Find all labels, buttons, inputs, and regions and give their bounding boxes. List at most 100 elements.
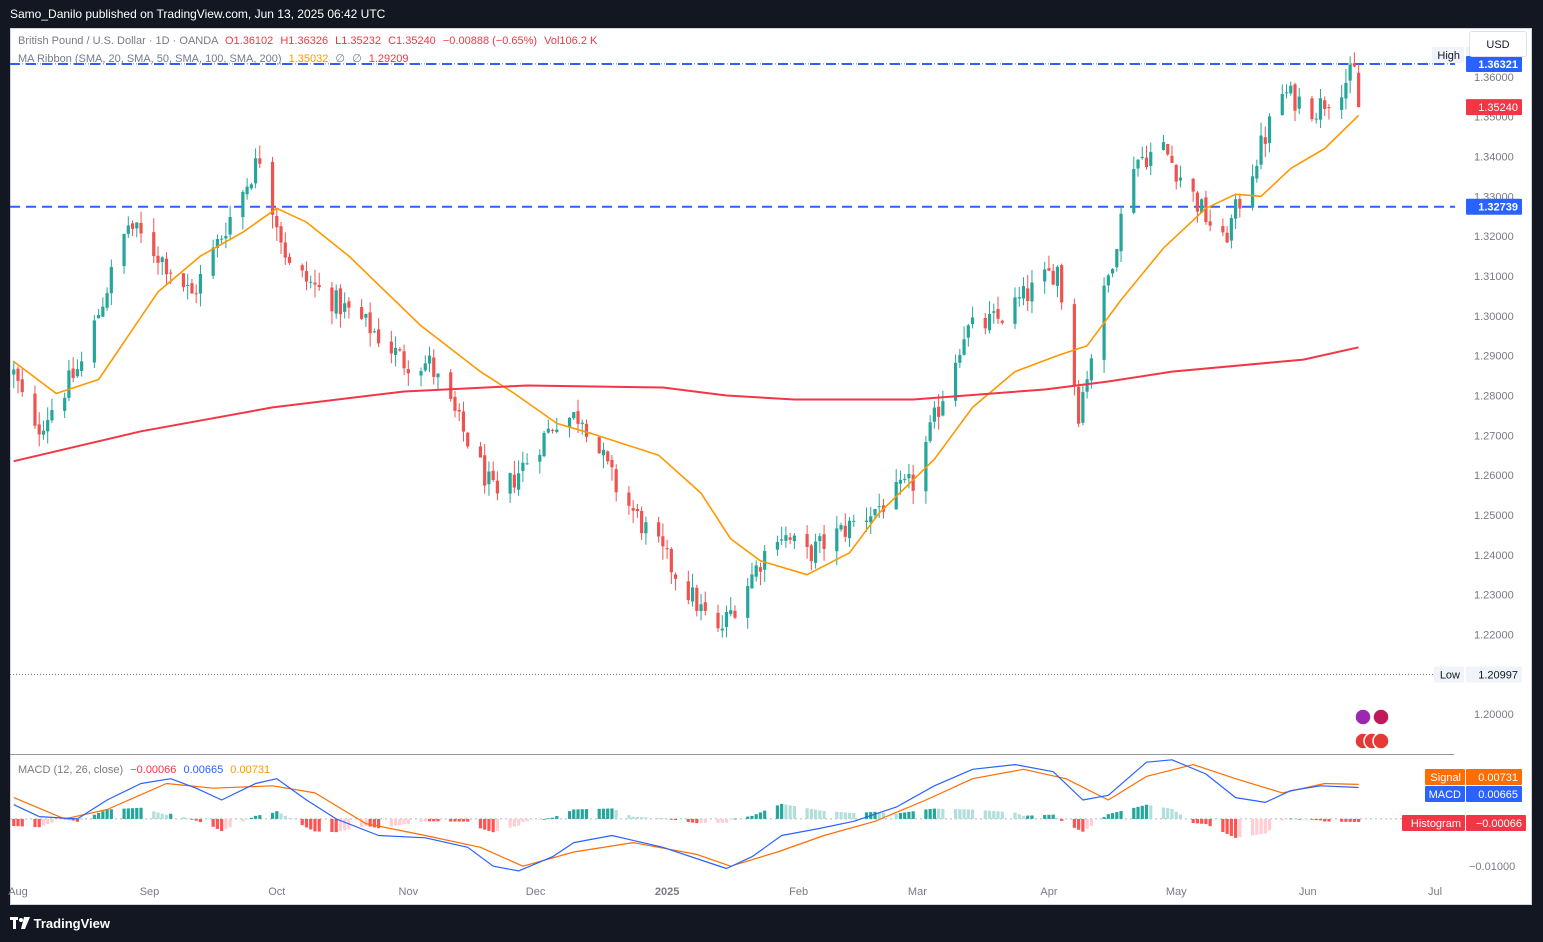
candle-body [1352,63,1356,67]
candle [733,605,737,620]
candle-body [71,368,75,378]
macd-tag-text: MACD [1429,789,1461,801]
macd-histogram-bar [466,818,470,822]
macd-histogram-bar [1140,805,1144,819]
macd-histogram-bar [12,818,16,827]
macd-value-tag: 0.00665 [1466,786,1522,802]
macd-histogram-bar [1234,818,1238,838]
candle [287,252,292,265]
candle-body [1221,226,1225,233]
candle [669,547,673,585]
candle-body [517,473,521,490]
candle [822,524,826,561]
macd-histogram-bar [198,818,203,823]
candle-body [427,355,432,364]
macd-histogram-bar [194,818,198,821]
candle-body [525,463,529,465]
candle-body [1259,135,1263,165]
macd-histogram-bar [432,818,436,822]
candle-body [377,329,381,344]
candle-body [1225,232,1229,243]
legend-macd: MACD (12, 26, close) −0.00066 0.00665 0.… [18,764,270,776]
sma20-line [13,114,1360,576]
candle-body [780,539,784,541]
candle-body [1021,286,1026,299]
candle-body [758,567,763,572]
chart-frame[interactable] [10,28,1532,905]
candle [690,573,695,607]
legend-ma20: 1.35032 [288,53,329,65]
candle [245,178,249,200]
candle [521,451,525,482]
candle [423,355,427,373]
candle [508,472,512,503]
macd-histogram-bar [309,818,313,830]
candle [343,292,347,319]
macd-histogram-bar [1030,815,1034,819]
candle-body [41,430,46,435]
candle [97,309,101,319]
candle [1255,159,1259,183]
macd-histogram-bar [610,808,614,819]
candle-body [453,396,457,411]
macd-histogram-bar [1089,818,1093,826]
candle-body [1047,268,1051,271]
candle [1191,177,1195,202]
signal-tag-text: Signal [1430,772,1461,784]
candle-body [406,369,410,374]
candle-body [105,293,109,308]
candle-body [733,610,737,618]
candle-body [928,422,932,441]
lightning-event-icon [1354,708,1372,726]
last-price-label-bg [1466,99,1522,116]
candle-body [211,247,215,276]
candle-body [1174,164,1178,182]
macd-histogram-bar [224,818,228,830]
candle [224,222,228,249]
candle [614,464,618,502]
candle [478,441,483,458]
macd-histogram-bar [372,818,376,828]
price-tick-label: 1.20000 [1474,709,1514,721]
candle-body [911,474,915,491]
candle-body [1314,118,1318,120]
macd-histogram-bar [1348,818,1352,822]
currency-button[interactable]: USD [1469,31,1527,57]
legend-close: C1.35240 [388,35,436,47]
macd-histogram-bar [966,809,970,819]
candle [864,507,869,533]
macd-histogram-bar [152,811,156,819]
macd-line [13,759,1359,872]
macd-histogram-bar [873,811,877,819]
macd-histogram-bar [746,816,750,819]
candle [1081,384,1085,426]
candle [1352,52,1356,68]
time-tick-label: Mar [908,886,927,898]
macd-histogram-bar [275,811,279,819]
candle-body [673,574,678,579]
candle [1234,195,1238,230]
candle [928,415,932,444]
candle [1310,95,1314,122]
candle-body [538,454,542,462]
candle [258,145,262,169]
macd-histogram-bar [635,816,640,819]
high-tag-label-bg [1432,46,1464,63]
macd-histogram-bar [818,810,822,819]
candle [813,533,818,569]
macd-histogram-bar [606,808,610,819]
candle [644,516,648,545]
price-tick-label: 1.26000 [1474,470,1514,482]
macd-histogram-bar [287,818,292,819]
high-tag-label-text: High [1437,50,1460,62]
candle [699,593,703,621]
macd-histogram-bar [1000,811,1004,819]
candle-body [156,255,160,263]
macd-histogram-bar [253,815,258,819]
pane-separator[interactable] [10,754,1454,755]
signal-tag: Signal [1425,769,1465,785]
candle-body [805,534,809,547]
candle [746,578,750,629]
candle-body [270,161,275,215]
